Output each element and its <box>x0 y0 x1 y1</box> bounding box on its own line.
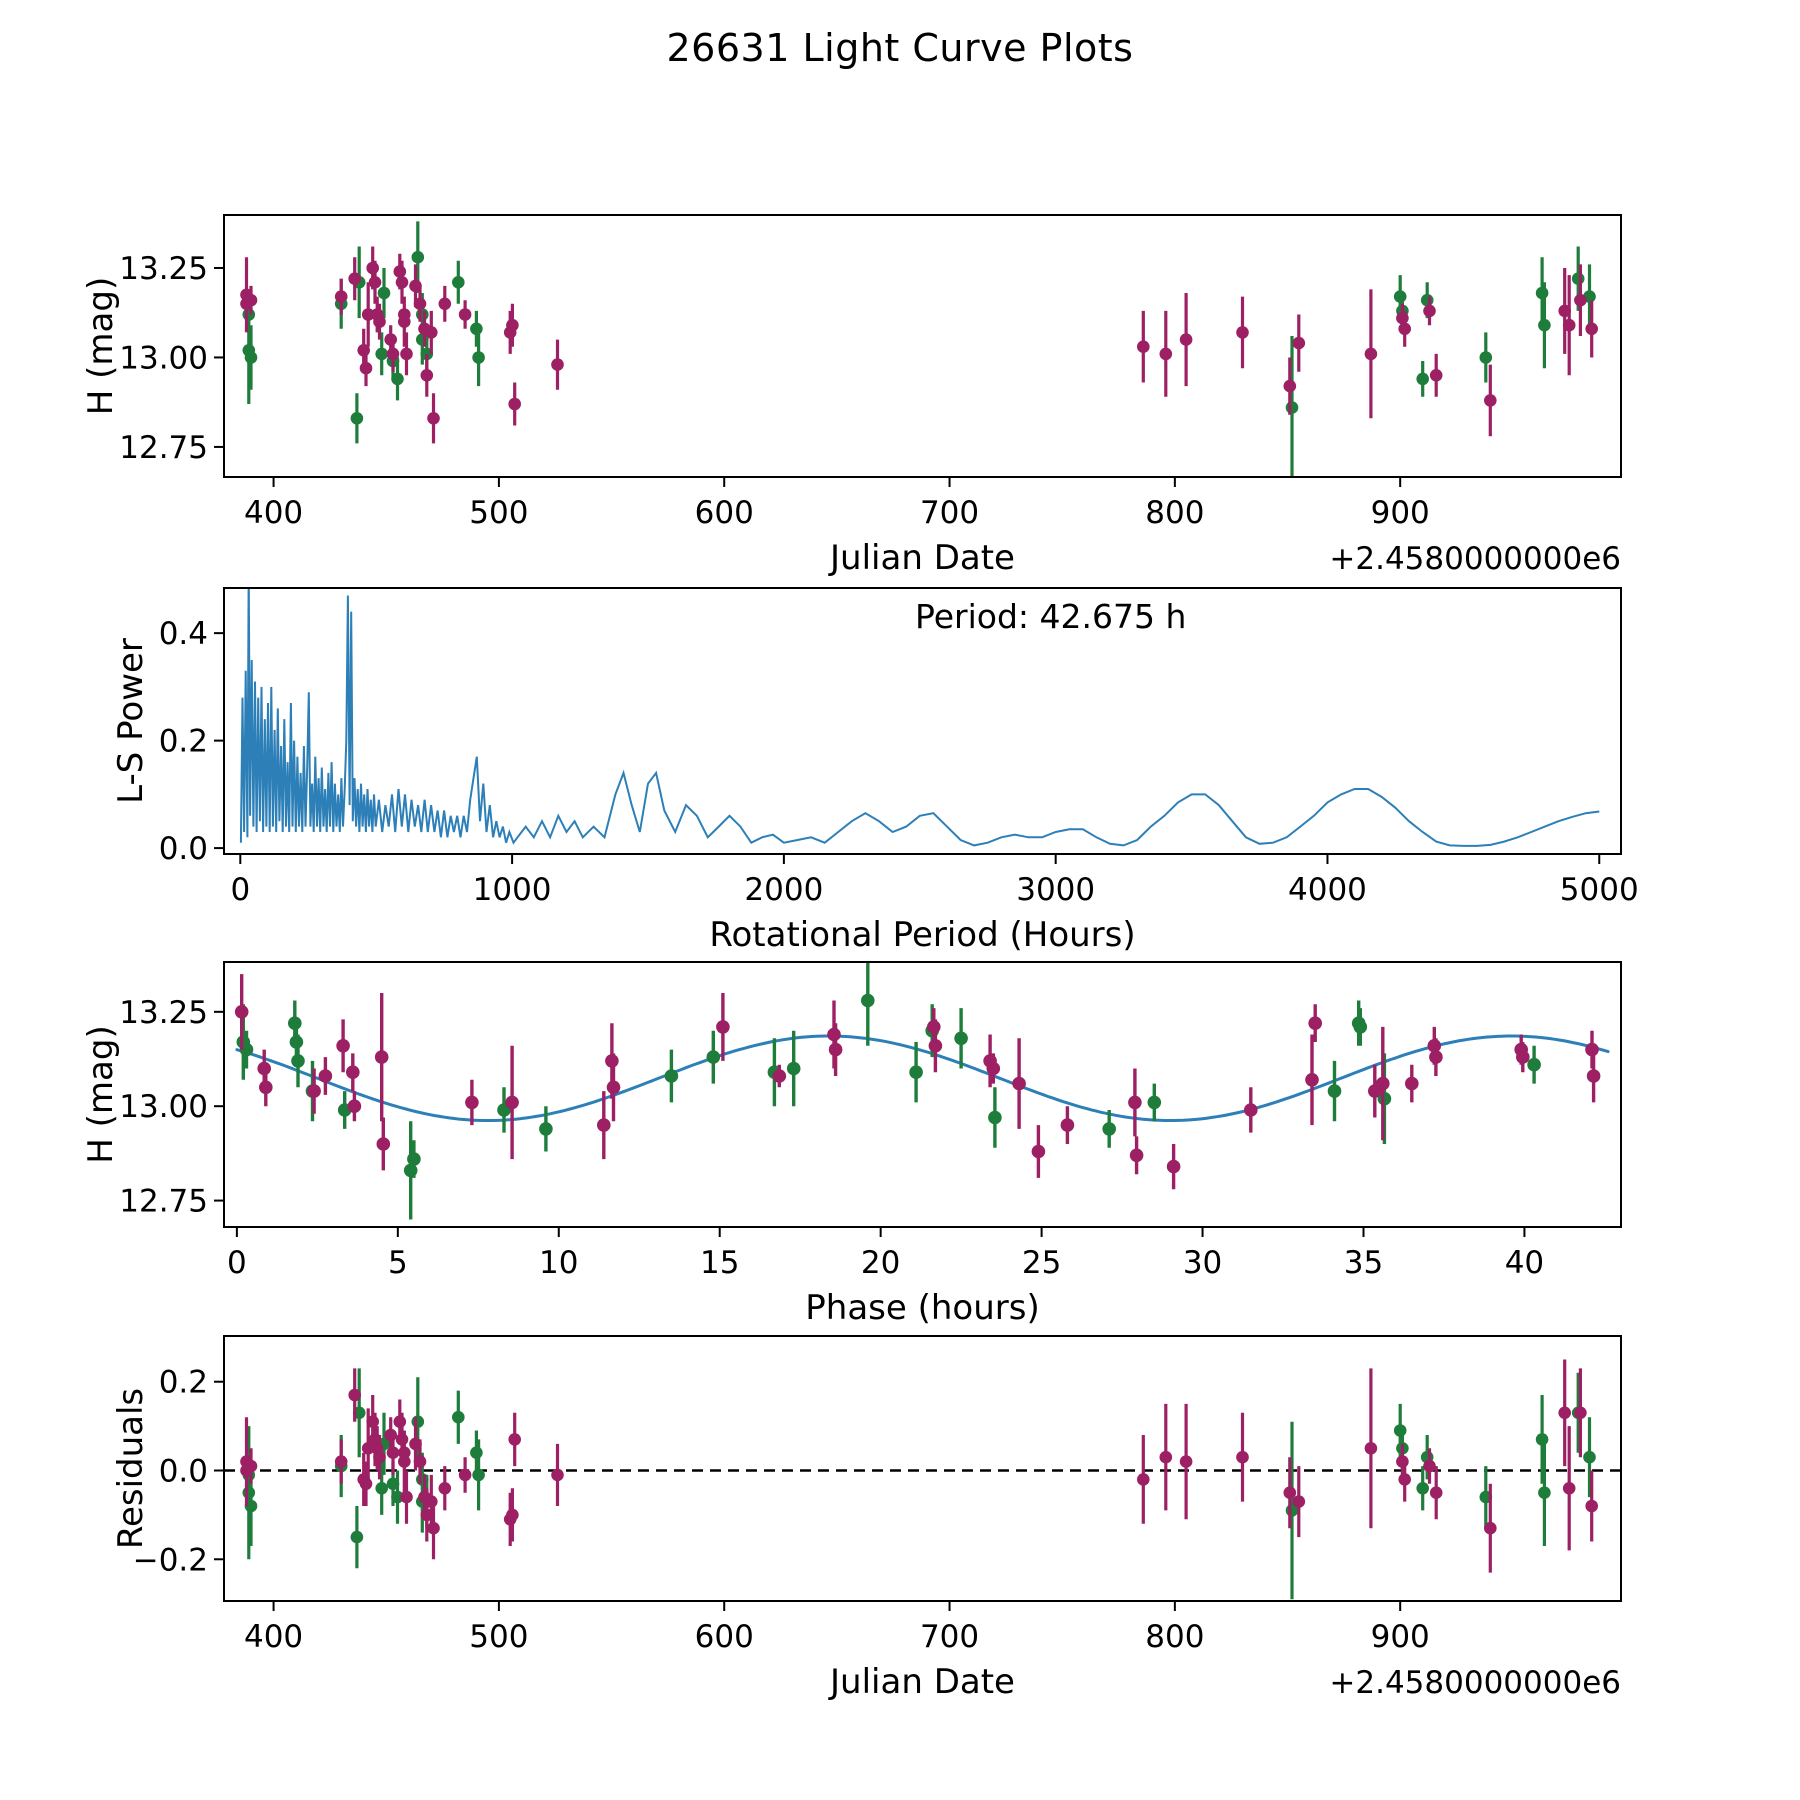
jd-ytick-label: 13.00 <box>119 340 208 376</box>
residuals-ytick-label: −0.2 <box>133 1542 208 1578</box>
residuals-ytick-label: 0.0 <box>159 1453 208 1489</box>
phase-series-green <box>236 962 1541 1220</box>
periodogram-xtick-label: 0 <box>230 872 250 908</box>
phase-xlabel: Phase (hours) <box>805 1288 1039 1328</box>
periodogram-ylabel: L-S Power <box>111 638 151 804</box>
periodogram-spines <box>223 587 1622 855</box>
chart-residuals: 400 500 600 700 800 900 −0.2 0.0 0.2 Julian Date R… <box>111 1335 1622 1702</box>
phase-spines <box>223 961 1622 1228</box>
jd-ylabel: H (mag) <box>81 277 121 415</box>
phase-xtick-label: 5 <box>388 1245 408 1281</box>
phase-ylabel: H (mag) <box>81 1025 121 1163</box>
phase-xtick-label: 15 <box>700 1245 739 1281</box>
periodogram-xtick-label: 1000 <box>473 872 552 908</box>
residuals-xtick-label: 700 <box>920 1619 979 1655</box>
phase-ytick-label: 12.75 <box>119 1184 208 1220</box>
periodogram-xlabel: Rotational Period (Hours) <box>709 915 1135 955</box>
phase-xtick-label: 10 <box>539 1245 578 1281</box>
phase-ytick-label: 13.00 <box>119 1089 208 1125</box>
jd-xtick-label: 900 <box>1371 495 1430 531</box>
phase-xtick-label: 0 <box>227 1245 247 1281</box>
jd-ytick-label: 12.75 <box>119 430 208 466</box>
phase-xtick-label: 30 <box>1183 1245 1222 1281</box>
residuals-data-area <box>224 1359 1621 1600</box>
jd-series-green <box>242 221 1596 477</box>
residuals-ytick-label: 0.2 <box>159 1365 208 1401</box>
residuals-xtick-label: 400 <box>244 1619 303 1655</box>
residuals-ylabel: Residuals <box>111 1388 151 1549</box>
jd-axis-offset-label: +2.4580000000e6 <box>1329 541 1621 577</box>
residuals-series-purple <box>240 1359 1598 1573</box>
residuals-axis-offset-label: +2.4580000000e6 <box>1329 1665 1621 1701</box>
periodogram-xtick-label: 5000 <box>1560 872 1639 908</box>
periodogram-xtick-label: 4000 <box>1288 872 1367 908</box>
periodogram-ytick-label: 0.4 <box>159 616 208 652</box>
jd-data-area <box>240 221 1598 477</box>
phase-xtick-label: 20 <box>861 1245 900 1281</box>
jd-xtick-label: 400 <box>244 495 303 531</box>
jd-xtick-label: 800 <box>1145 495 1204 531</box>
jd-xtick-label: 700 <box>920 495 979 531</box>
phase-series-purple <box>234 974 1601 1190</box>
jd-xtick-label: 600 <box>695 495 754 531</box>
jd-xtick-label: 500 <box>469 495 528 531</box>
periodogram-xtick-label: 3000 <box>1016 872 1095 908</box>
chart-periodogram: 0 1000 2000 3000 4000 5000 0.0 0.2 0.4 Rotational… <box>111 587 1639 955</box>
residuals-xtick-label: 800 <box>1145 1619 1204 1655</box>
ls-power-line <box>239 588 1600 847</box>
jd-ytick-label: 13.25 <box>119 251 208 287</box>
chart-jd: 400 500 600 700 800 900 12.75 13.00 13.25 Julian … <box>81 214 1622 578</box>
phase-data-area <box>234 962 1610 1220</box>
residuals-xtick-label: 500 <box>469 1619 528 1655</box>
phase-ytick-label: 13.25 <box>119 995 208 1031</box>
residuals-xtick-label: 900 <box>1371 1619 1430 1655</box>
phase-xtick-label: 25 <box>1022 1245 1061 1281</box>
chart-phase: 0 5 10 15 20 25 30 35 40 12.75 13.00 13.25 Phase (ho… <box>81 961 1622 1328</box>
periodogram-data-area <box>239 588 1600 847</box>
residuals-spines <box>223 1335 1622 1602</box>
jd-xlabel: Julian Date <box>828 538 1015 578</box>
sinusoid-fit-line <box>235 1034 1610 1122</box>
phase-xtick-label: 35 <box>1344 1245 1383 1281</box>
residuals-xtick-label: 600 <box>695 1619 754 1655</box>
residuals-xlabel: Julian Date <box>828 1662 1015 1702</box>
jd-spines <box>223 214 1622 478</box>
period-annotation: Period: 42.675 h <box>915 597 1186 636</box>
periodogram-xtick-label: 2000 <box>744 872 823 908</box>
periodogram-ytick-label: 0.2 <box>159 724 208 760</box>
phase-xtick-label: 40 <box>1505 1245 1544 1281</box>
figure-title: 26631 Light Curve Plots <box>666 26 1134 70</box>
periodogram-ytick-label: 0.0 <box>159 831 208 867</box>
jd-series-purple <box>240 246 1598 444</box>
